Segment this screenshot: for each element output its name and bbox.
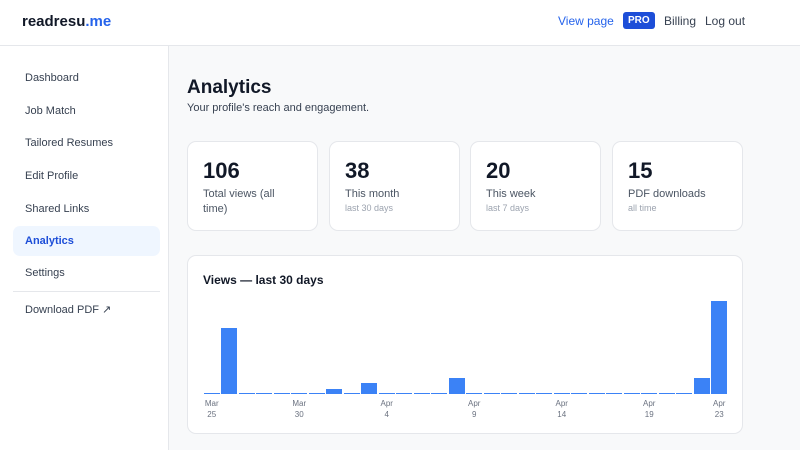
bar [571, 392, 588, 394]
bar [256, 392, 273, 394]
bar [623, 392, 640, 394]
bar [431, 392, 448, 394]
x-tick-label: Apr 19 [643, 399, 656, 419]
bar [641, 392, 658, 394]
stat-label: Total views (all time) [203, 188, 275, 215]
pro-badge: PRO [623, 12, 655, 29]
stat-value: 106 [203, 158, 240, 183]
nav-item[interactable]: Shared Links [25, 203, 90, 215]
bar [326, 388, 343, 394]
chart-title: Views — last 30 days [203, 273, 324, 287]
bar [711, 301, 728, 394]
bar [343, 392, 360, 394]
bar [466, 392, 483, 394]
x-tick-label: Mar 30 [292, 399, 307, 419]
stat-value: 38 [345, 158, 370, 183]
stat-note: last 30 days [345, 203, 394, 213]
stat-label: This month [345, 188, 400, 200]
stat-card: 106 Total views (all time) [187, 141, 318, 231]
bar [273, 392, 290, 394]
bar [536, 392, 553, 394]
nav-item[interactable]: Settings [25, 267, 65, 279]
bar [676, 392, 693, 394]
stat-note: all time [628, 203, 657, 213]
bar [308, 392, 325, 394]
stat-card: 38 This month last 30 days [329, 141, 460, 231]
bar [361, 383, 378, 394]
chart-card: Views — last 30 days Mar 25 Mar 30 Apr 4 Ap… [187, 255, 743, 434]
logo[interactable]: readresu.me [22, 13, 111, 30]
bar [693, 377, 710, 394]
bar [553, 392, 570, 394]
header: readresu.me View page PRO Billing Log ou… [0, 0, 800, 46]
bar [413, 392, 430, 394]
logo-name: readresu [22, 13, 86, 30]
bar [483, 392, 500, 394]
page-subtitle: Your profile's reach and engagement. [187, 102, 370, 114]
billing-link[interactable]: Billing [664, 14, 697, 28]
page-title: Analytics [187, 77, 272, 98]
divider [13, 291, 160, 292]
stat-card: 15 PDF downloads all time [612, 141, 743, 231]
x-tick-label: Apr 9 [468, 399, 481, 419]
sidebar: Dashboard Job Match Tailored Resumes Edi… [0, 46, 169, 450]
bar [501, 392, 518, 394]
stat-label: This week [486, 188, 536, 200]
logout-link[interactable]: Log out [705, 14, 746, 28]
x-tick-label: Mar 25 [204, 399, 219, 419]
bar [588, 392, 605, 394]
nav-item[interactable]: Dashboard [25, 72, 79, 84]
x-tick-label: Apr 4 [380, 399, 393, 419]
bar [238, 392, 255, 394]
x-tick-label: Apr 14 [555, 399, 568, 419]
nav-item[interactable]: Edit Profile [25, 170, 79, 182]
bar [448, 377, 465, 394]
nav-item-active[interactable]: Analytics [13, 226, 160, 256]
nav-item[interactable]: Job Match [25, 105, 76, 117]
stat-note: last 7 days [486, 203, 530, 213]
bar [378, 392, 395, 394]
stat-value: 20 [486, 158, 511, 183]
bar [658, 392, 675, 394]
x-tick-label: Apr 23 [713, 399, 726, 419]
download-link[interactable]: Download PDF ↗ [25, 304, 112, 316]
view-page-link[interactable]: View page [558, 14, 614, 28]
bar [291, 392, 308, 394]
bar [518, 392, 535, 394]
stat-value: 15 [628, 158, 653, 183]
bar [203, 392, 220, 394]
bar [396, 392, 413, 394]
bar [221, 328, 238, 394]
stat-label: PDF downloads [628, 188, 706, 200]
nav-item[interactable]: Tailored Resumes [25, 137, 114, 149]
bar [606, 392, 623, 394]
logo-tld: .me [85, 13, 112, 30]
stat-card: 20 This week last 7 days [470, 141, 601, 231]
